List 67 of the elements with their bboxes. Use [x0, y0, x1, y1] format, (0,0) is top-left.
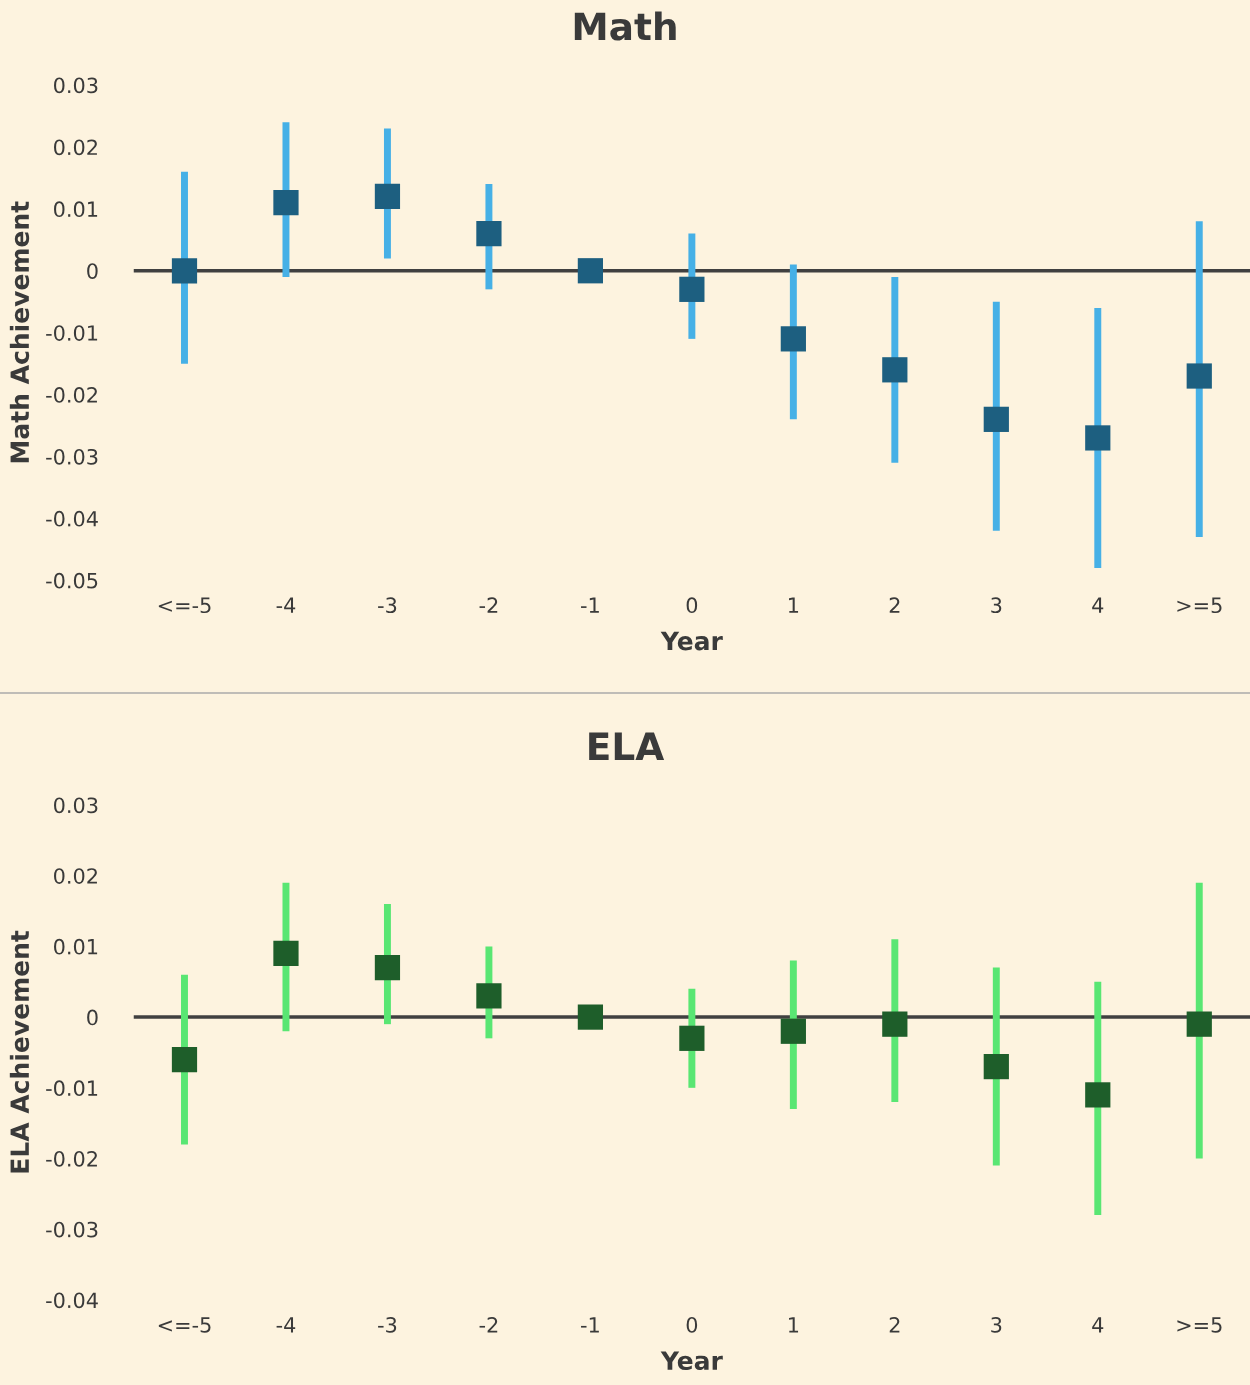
x-tick-label: -2 — [479, 597, 498, 613]
point — [679, 1025, 705, 1051]
chart-title: Math — [574, 11, 676, 41]
x-tick-label: 2 — [889, 1317, 900, 1333]
point — [476, 221, 502, 247]
x-axis-title: Year — [660, 631, 723, 651]
y-tick-label: -0.01 — [46, 1080, 98, 1097]
chart-title: ELA — [589, 732, 665, 760]
y-tick-label: 0.02 — [54, 868, 97, 884]
point — [1085, 425, 1111, 451]
y-axis-title: Math Achievement — [9, 201, 30, 463]
point — [780, 326, 806, 352]
x-tick-label: 4 — [1092, 597, 1104, 613]
x-tick-label: 4 — [1092, 1317, 1104, 1333]
x-tick-label: >=5 — [1177, 1317, 1222, 1333]
point — [1186, 1011, 1212, 1037]
y-tick-label: 0.03 — [54, 77, 98, 94]
x-tick-label: 1 — [789, 597, 799, 613]
y-tick-label: 0.01 — [54, 201, 98, 218]
x-tick-label: -3 — [378, 597, 397, 614]
point — [882, 357, 908, 383]
point — [1186, 363, 1212, 389]
x-tick-label: 0 — [686, 1317, 698, 1333]
x-tick-label: 1 — [789, 1317, 799, 1333]
x-tick-label: >=5 — [1177, 597, 1222, 614]
point — [171, 1046, 198, 1073]
point — [983, 406, 1009, 432]
y-tick-label: -0.01 — [46, 325, 98, 341]
x-tick-label: -4 — [276, 597, 296, 613]
point — [476, 983, 502, 1009]
point — [171, 258, 198, 284]
point — [374, 954, 401, 981]
point — [1085, 1082, 1111, 1108]
y-tick-label: -0.04 — [46, 1292, 98, 1309]
point — [273, 190, 299, 216]
x-tick-label: 2 — [889, 597, 900, 613]
y-tick-label: -0.02 — [46, 387, 97, 403]
x-tick-label: -1 — [581, 597, 599, 613]
x-tick-label: 3 — [991, 597, 1002, 614]
x-axis-title: Year — [660, 1351, 723, 1371]
y-tick-label: 0 — [87, 1009, 98, 1026]
y-tick-label: -0.05 — [46, 572, 98, 589]
y-tick-label: 0.02 — [54, 139, 97, 156]
y-tick-label: -0.02 — [46, 1150, 97, 1167]
x-tick-label: -4 — [276, 1317, 296, 1333]
y-tick-label: 0 — [87, 263, 98, 279]
point — [780, 1018, 806, 1044]
point — [679, 276, 705, 302]
y-tick-label: -0.04 — [46, 510, 98, 527]
y-tick-label: -0.03 — [46, 448, 98, 465]
x-tick-label: -1 — [581, 1317, 599, 1333]
point — [882, 1011, 908, 1037]
point — [273, 940, 299, 967]
point — [983, 1053, 1009, 1080]
x-tick-label: 0 — [686, 597, 698, 614]
x-tick-label: -3 — [378, 1317, 397, 1333]
point — [577, 1004, 604, 1030]
x-tick-label: 3 — [991, 1317, 1002, 1333]
y-tick-label: 0.03 — [54, 797, 98, 814]
y-axis-title: ELA Achievement — [9, 930, 30, 1173]
x-tick-label: -2 — [479, 1317, 498, 1333]
point — [577, 258, 604, 284]
x-tick-label: <=-5 — [158, 597, 211, 614]
point — [374, 183, 401, 210]
y-tick-label: 0.01 — [54, 938, 98, 955]
y-tick-label: -0.03 — [46, 1221, 98, 1238]
x-tick-label: <=-5 — [158, 1317, 211, 1333]
